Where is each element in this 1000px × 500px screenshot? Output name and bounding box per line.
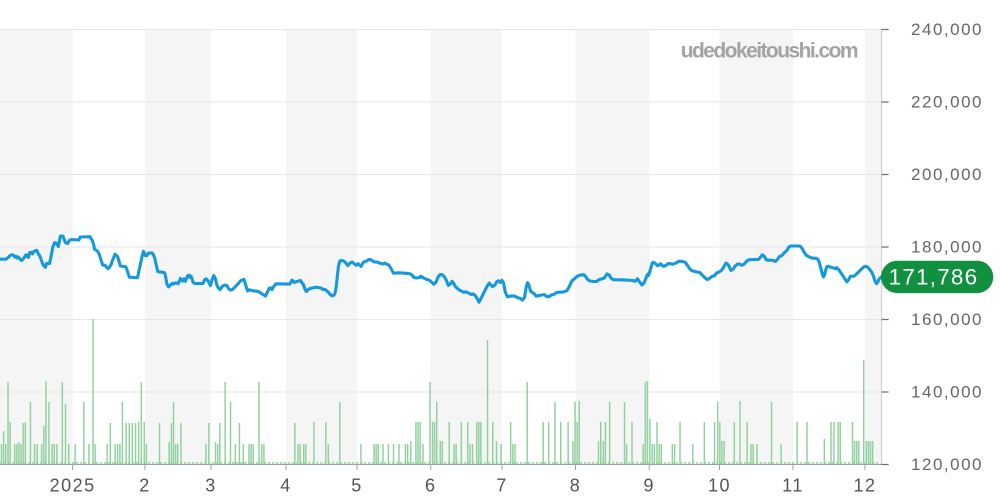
svg-text:3: 3	[205, 476, 217, 496]
svg-text:10: 10	[708, 476, 731, 496]
svg-text:12: 12	[853, 476, 876, 496]
svg-text:7: 7	[496, 476, 508, 496]
svg-text:8: 8	[570, 476, 582, 496]
svg-text:4: 4	[280, 476, 292, 496]
svg-text:171,786: 171,786	[889, 264, 979, 289]
svg-text:220,000: 220,000	[911, 93, 983, 112]
svg-text:200,000: 200,000	[911, 165, 983, 184]
svg-text:2025: 2025	[50, 476, 96, 496]
svg-text:11: 11	[782, 476, 804, 496]
svg-text:udedokeitoushi.com: udedokeitoushi.com	[681, 40, 858, 63]
svg-text:180,000: 180,000	[911, 238, 983, 257]
svg-text:5: 5	[351, 476, 363, 496]
svg-text:140,000: 140,000	[911, 383, 983, 402]
svg-text:2: 2	[139, 476, 151, 496]
svg-text:9: 9	[644, 476, 656, 496]
svg-text:240,000: 240,000	[911, 20, 983, 39]
svg-text:120,000: 120,000	[911, 455, 983, 474]
svg-text:160,000: 160,000	[911, 310, 983, 329]
svg-text:6: 6	[425, 476, 437, 496]
